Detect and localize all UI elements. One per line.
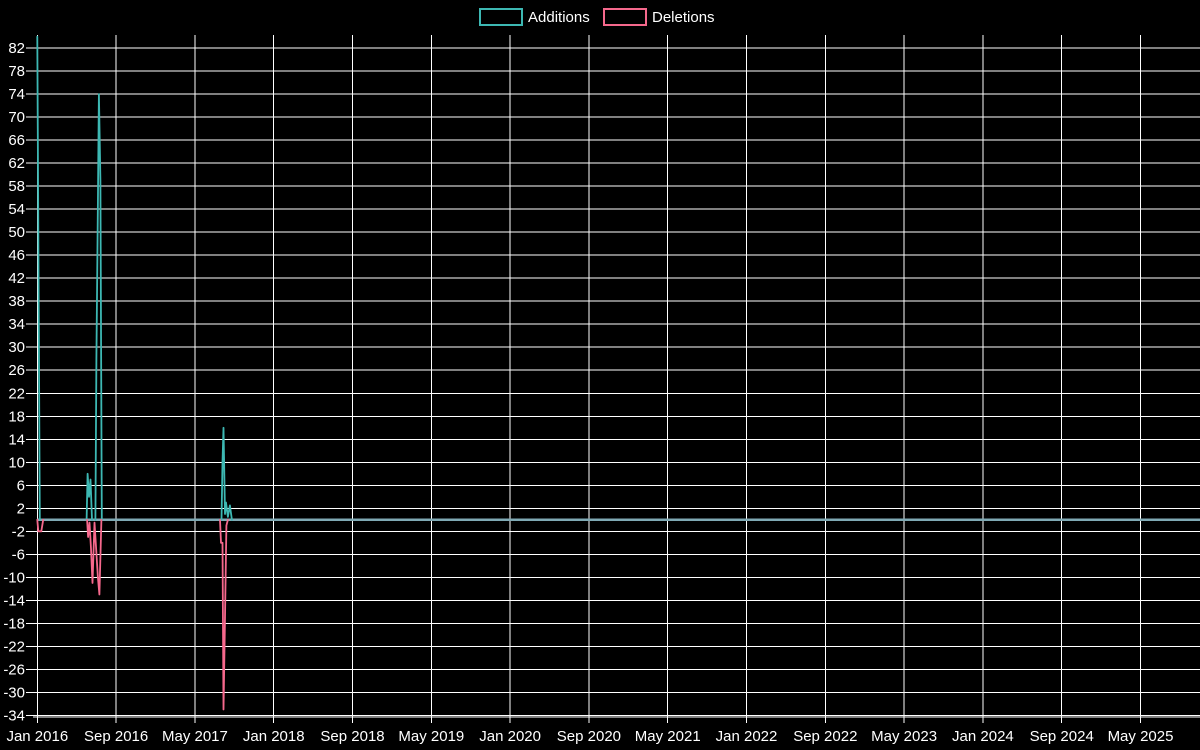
legend-swatch-additions [479, 8, 523, 26]
y-tick-label: 34 [8, 316, 25, 333]
x-tick-label: Jan 2020 [479, 728, 541, 745]
y-tick-label: -14 [3, 592, 25, 609]
y-tick-label: 30 [8, 339, 25, 356]
y-tick-label: 66 [8, 132, 25, 149]
x-tick-label: May 2019 [398, 728, 464, 745]
y-tick-label: -18 [3, 615, 25, 632]
x-tick-label: Jan 2024 [952, 728, 1014, 745]
y-tick-label: 42 [8, 270, 25, 287]
x-tick-label: Sep 2018 [320, 728, 384, 745]
y-tick-label: -22 [3, 638, 25, 655]
x-tick-label: Sep 2016 [84, 728, 148, 745]
x-tick-label: Sep 2022 [793, 728, 857, 745]
y-tick-label: 14 [8, 431, 25, 448]
y-tick-label: 62 [8, 155, 25, 172]
y-tick-label: 82 [8, 40, 25, 57]
y-tick-label: 26 [8, 362, 25, 379]
series-line-additions [94, 93, 103, 521]
series-line-deletions [86, 518, 103, 596]
y-tick-label: 46 [8, 247, 25, 264]
y-tick-label: -6 [12, 546, 25, 563]
y-tick-label: 54 [8, 201, 25, 218]
series-line-additions [220, 426, 233, 521]
legend-label-deletions: Deletions [652, 9, 715, 26]
y-tick-label: 2 [17, 500, 25, 517]
x-tick-label: Jan 2016 [6, 728, 68, 745]
y-tick-label: 38 [8, 293, 25, 310]
x-tick-label: Sep 2024 [1030, 728, 1094, 745]
y-tick-label: -34 [3, 707, 25, 724]
y-tick-label: -2 [12, 523, 25, 540]
x-tick-label: May 2023 [871, 728, 937, 745]
x-tick-label: May 2025 [1108, 728, 1174, 745]
gridlines [33, 35, 1200, 717]
y-tick-label: 10 [8, 454, 25, 471]
legend-swatch-deletions [603, 8, 647, 26]
series-line-additions [85, 472, 93, 521]
series-line-deletions [36, 518, 45, 533]
series-line-deletions [219, 518, 229, 711]
y-tick-label: 58 [8, 178, 25, 195]
legend: Additions Deletions [479, 8, 715, 26]
y-tick-label: 6 [17, 477, 25, 494]
x-tick-label: Sep 2020 [557, 728, 621, 745]
y-tick-label: 78 [8, 63, 25, 80]
x-tick-label: Jan 2018 [243, 728, 305, 745]
axes: 8278747066625854504642383430262218141062… [3, 40, 1200, 745]
y-tick-label: -30 [3, 684, 25, 701]
y-tick-label: -26 [3, 661, 25, 678]
legend-item-additions[interactable]: Additions [479, 8, 590, 26]
x-tick-label: Jan 2022 [716, 728, 778, 745]
y-tick-label: 18 [8, 408, 25, 425]
y-tick-label: -10 [3, 569, 25, 586]
y-tick-label: 50 [8, 224, 25, 241]
x-tick-label: May 2021 [635, 728, 701, 745]
legend-label-additions: Additions [528, 9, 590, 26]
series-line-additions [36, 35, 41, 521]
y-tick-label: 74 [8, 86, 25, 103]
y-tick-label: 22 [8, 385, 25, 402]
x-tick-label: May 2017 [162, 728, 228, 745]
y-tick-label: 70 [8, 109, 25, 126]
series-lines [36, 35, 233, 711]
legend-item-deletions[interactable]: Deletions [603, 8, 715, 26]
